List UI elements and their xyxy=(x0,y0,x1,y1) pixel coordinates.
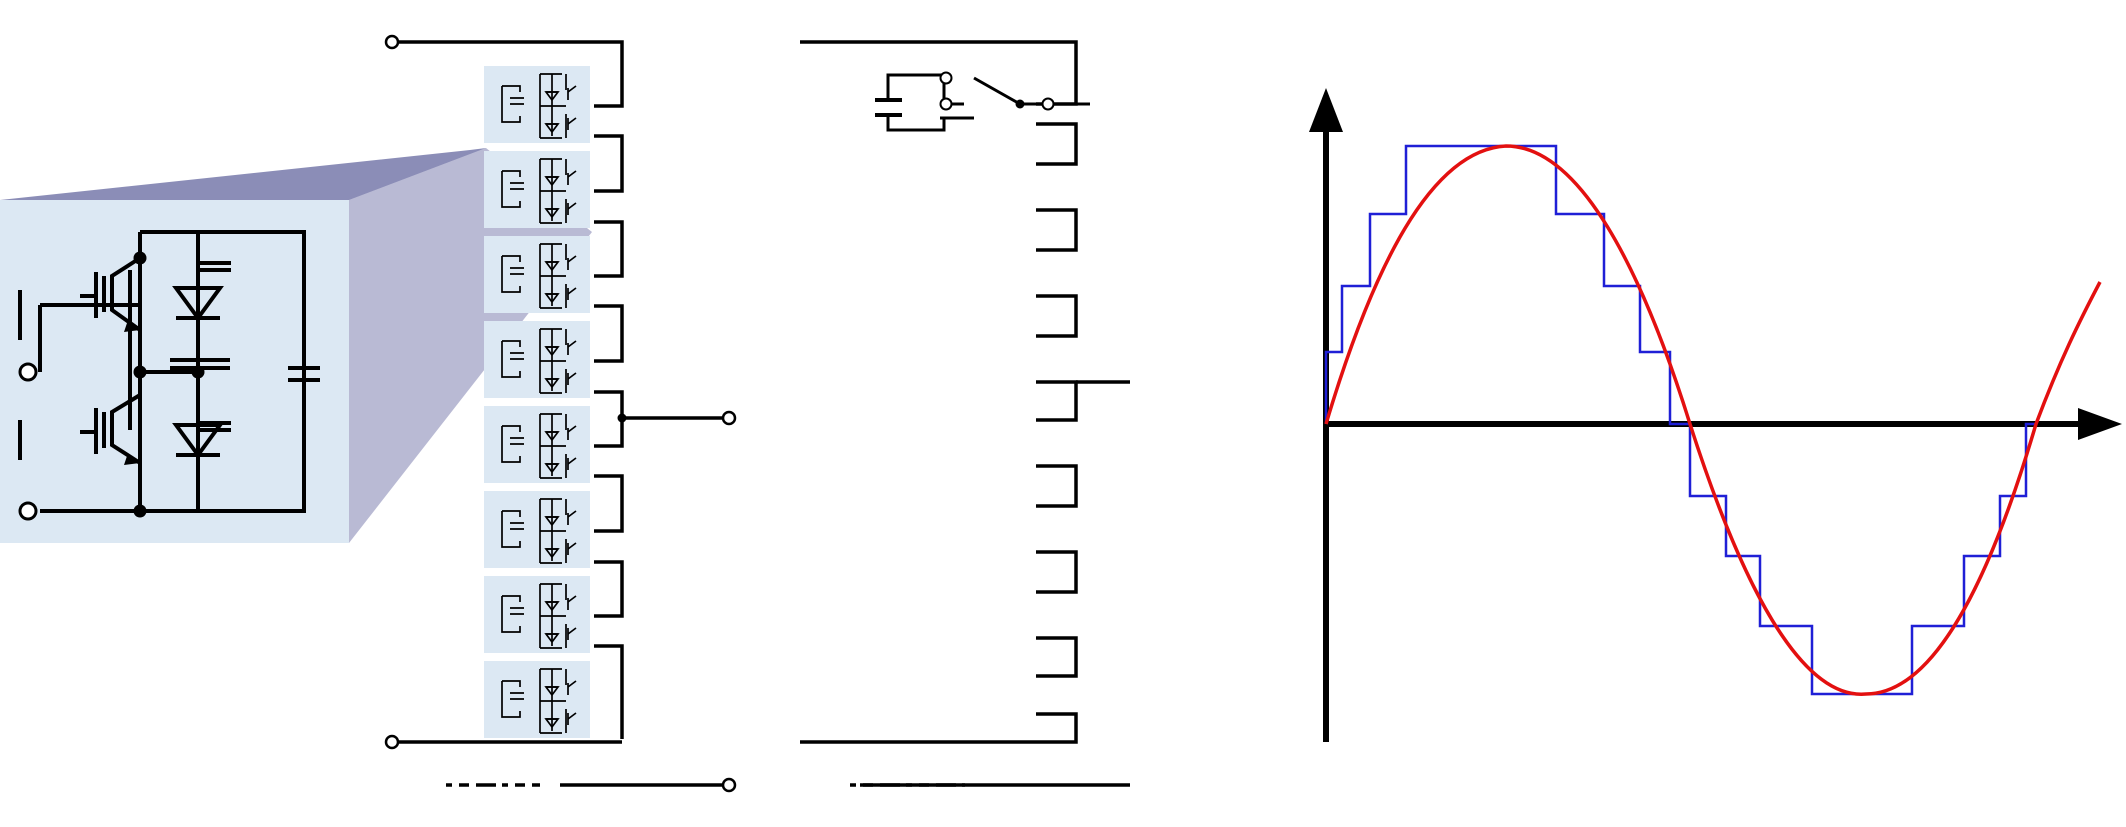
submodule-8 xyxy=(483,660,591,739)
switch-cell-1 xyxy=(875,71,1090,132)
chain-top-terminal xyxy=(384,34,400,50)
submodule-1 xyxy=(483,65,591,144)
submodule-4 xyxy=(483,320,591,399)
submodule-5 xyxy=(483,405,591,484)
multilevel-output-waveform xyxy=(1309,88,2122,742)
zoom-projection-top xyxy=(0,148,486,200)
terminal-ac-node xyxy=(18,362,38,382)
submodule-3 xyxy=(483,235,591,314)
staircase-waveform xyxy=(1324,144,2036,696)
chain-output-terminal xyxy=(721,410,737,426)
switch-equivalent-chain xyxy=(800,40,1130,787)
x-axis-arrowhead xyxy=(2078,408,2122,440)
terminal-lower-node xyxy=(18,501,38,521)
submodule-2 xyxy=(483,150,591,229)
sine-waveform xyxy=(1324,144,2102,696)
y-axis-arrowhead xyxy=(1309,88,1343,132)
submodule-chain xyxy=(384,34,737,793)
chain-lower-terminal xyxy=(721,777,737,793)
chain-bottom-terminal xyxy=(384,734,400,750)
submodule-6 xyxy=(483,490,591,569)
submodule-7 xyxy=(483,575,591,654)
